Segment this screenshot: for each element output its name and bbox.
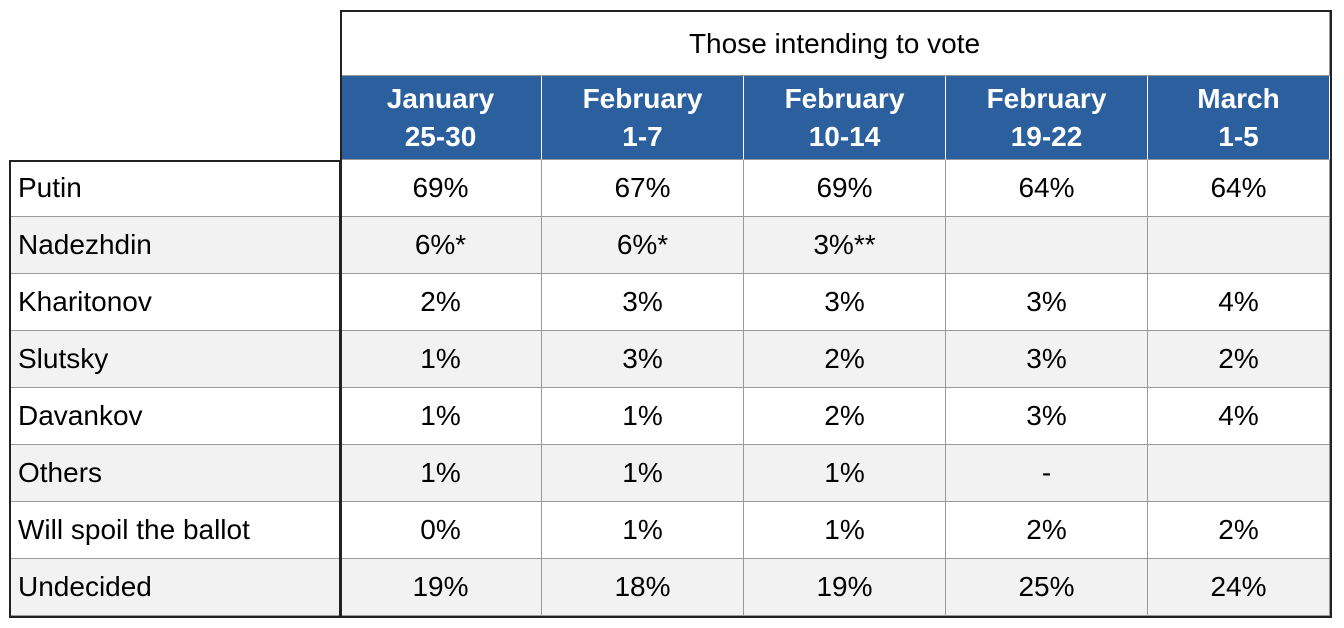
table-cell: 18% <box>542 559 744 616</box>
table-cell: 2% <box>744 388 946 445</box>
column-header-line: 25-30 <box>404 120 477 152</box>
column-header-line: February <box>986 82 1107 114</box>
row-label: Nadezhdin <box>10 217 340 274</box>
table-cell <box>1148 445 1330 502</box>
table-cell: 2% <box>1148 502 1330 559</box>
row-label: Slutsky <box>10 331 340 388</box>
column-header-line: 10-14 <box>808 120 881 152</box>
table-cell: - <box>946 445 1148 502</box>
column-header: February 1-7 <box>542 76 744 160</box>
table-cell: 67% <box>542 160 744 217</box>
table-cell: 1% <box>340 331 542 388</box>
table-cell: 3% <box>542 274 744 331</box>
table-cell: 1% <box>744 502 946 559</box>
column-header: February 19-22 <box>946 76 1148 160</box>
column-header-line: February <box>582 82 703 114</box>
row-label: Others <box>10 445 340 502</box>
table-cell: 1% <box>340 388 542 445</box>
table-cell: 0% <box>340 502 542 559</box>
column-header-line: 1-7 <box>622 120 663 152</box>
table-cell: 19% <box>744 559 946 616</box>
row-label: Will spoil the ballot <box>10 502 340 559</box>
column-header-line: March <box>1197 82 1280 114</box>
column-header-line: January <box>386 82 495 114</box>
table-cell: 6%* <box>340 217 542 274</box>
table-cell <box>1148 217 1330 274</box>
table-cell: 3%** <box>744 217 946 274</box>
table-cell: 69% <box>340 160 542 217</box>
table-cell: 2% <box>1148 331 1330 388</box>
table-cell: 4% <box>1148 388 1330 445</box>
column-header: January 25-30 <box>340 76 542 160</box>
table-cell: 64% <box>946 160 1148 217</box>
table-cell: 19% <box>340 559 542 616</box>
column-header-line: February <box>784 82 905 114</box>
table-cell: 3% <box>946 331 1148 388</box>
row-label: Undecided <box>10 559 340 616</box>
table-cell: 4% <box>1148 274 1330 331</box>
row-label: Kharitonov <box>10 274 340 331</box>
table-cell: 64% <box>1148 160 1330 217</box>
table-title: Those intending to vote <box>340 12 1330 76</box>
column-header-line: 19-22 <box>1010 120 1083 152</box>
table-cell: 3% <box>542 331 744 388</box>
row-label: Davankov <box>10 388 340 445</box>
table-cell: 6%* <box>542 217 744 274</box>
table-cell: 1% <box>340 445 542 502</box>
table-cell: 2% <box>744 331 946 388</box>
table-cell: 1% <box>542 445 744 502</box>
table-cell: 1% <box>542 388 744 445</box>
table-cell: 2% <box>946 502 1148 559</box>
table-cell <box>946 217 1148 274</box>
table-cell: 3% <box>744 274 946 331</box>
table-cell: 1% <box>744 445 946 502</box>
table-cell: 24% <box>1148 559 1330 616</box>
table-cell: 69% <box>744 160 946 217</box>
table-cell: 1% <box>542 502 744 559</box>
column-header: February 10-14 <box>744 76 946 160</box>
column-header-line: 1-5 <box>1218 120 1259 152</box>
row-label: Putin <box>10 160 340 217</box>
table-cell: 3% <box>946 274 1148 331</box>
table-cell: 25% <box>946 559 1148 616</box>
table-cell: 3% <box>946 388 1148 445</box>
table-cell: 2% <box>340 274 542 331</box>
column-header: March 1-5 <box>1148 76 1330 160</box>
